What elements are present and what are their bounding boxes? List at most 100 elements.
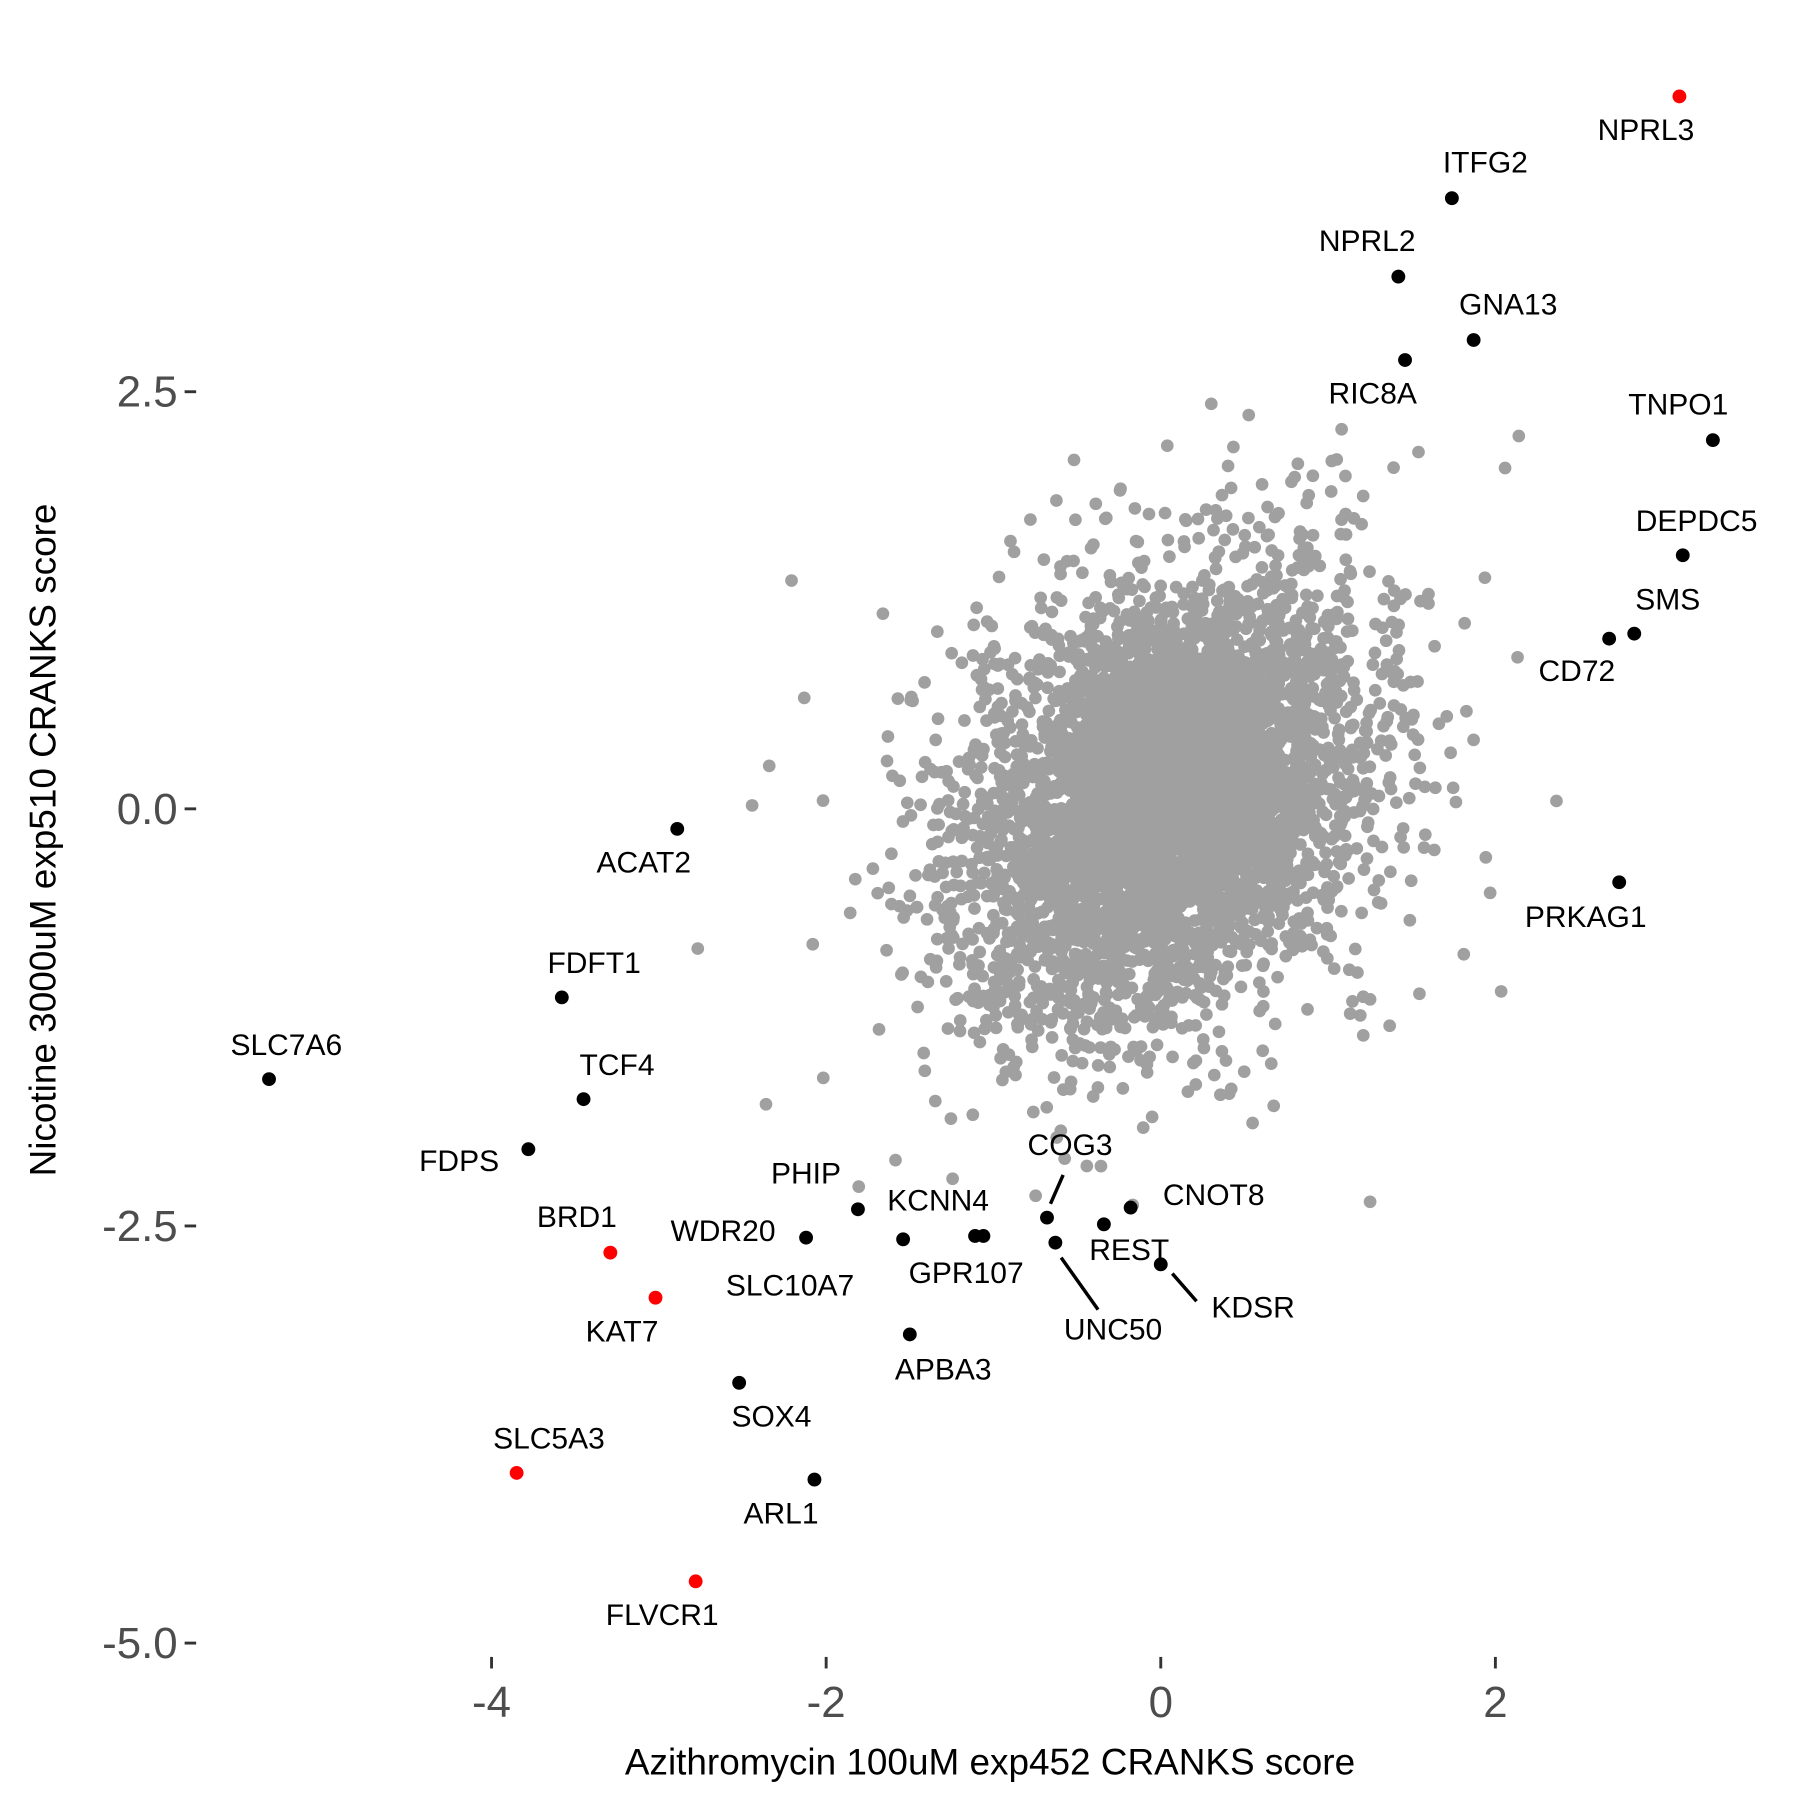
background-gene-point	[1418, 828, 1432, 842]
background-gene-point	[956, 797, 970, 811]
background-gene-point	[1168, 989, 1182, 1003]
background-gene-point	[1102, 694, 1116, 708]
background-gene-point	[1313, 559, 1327, 573]
background-gene-point	[991, 682, 1005, 695]
background-gene-point	[1177, 844, 1190, 858]
background-gene-point	[1217, 891, 1231, 905]
background-gene-point	[1178, 512, 1192, 526]
background-gene-point	[1215, 488, 1229, 502]
background-gene-point	[1160, 439, 1174, 453]
background-gene-point	[691, 942, 705, 955]
background-gene-point	[1218, 533, 1232, 547]
background-gene-point	[816, 794, 830, 807]
background-gene-point	[1013, 937, 1026, 951]
background-gene-point	[1195, 574, 1209, 587]
background-gene-point	[1025, 1033, 1038, 1047]
background-gene-point	[1158, 506, 1172, 520]
background-gene-point	[1035, 789, 1048, 803]
background-gene-point	[1043, 728, 1057, 742]
background-gene-point	[1338, 848, 1352, 862]
background-gene-point	[1224, 745, 1238, 758]
background-gene-point	[1209, 718, 1222, 732]
background-gene-point	[881, 730, 895, 743]
background-gene-point	[997, 882, 1011, 896]
background-gene-point	[1139, 692, 1152, 705]
background-gene-point	[998, 868, 1011, 882]
background-gene-point	[1360, 776, 1374, 790]
background-gene-point	[1105, 937, 1119, 951]
background-gene-point	[1217, 989, 1231, 1003]
background-gene-point	[1260, 529, 1274, 543]
background-gene-point	[1317, 726, 1330, 739]
background-gene-point	[997, 896, 1010, 910]
background-gene-point	[1228, 809, 1242, 823]
background-gene-point	[1007, 767, 1020, 781]
background-gene-point	[1071, 697, 1085, 711]
background-gene-point	[1106, 897, 1119, 910]
background-gene-point	[1404, 675, 1417, 689]
background-gene-point	[1112, 632, 1125, 646]
background-gene-point	[1411, 733, 1425, 746]
background-gene-point	[1128, 502, 1142, 515]
background-gene-point	[1285, 475, 1298, 489]
background-gene-point	[1100, 988, 1114, 1001]
background-gene-point	[1133, 594, 1146, 608]
background-gene-point	[1227, 731, 1240, 745]
background-gene-point	[1145, 1110, 1159, 1124]
background-gene-point	[1404, 874, 1418, 888]
background-gene-point	[1308, 858, 1322, 872]
background-gene-point	[1026, 1105, 1040, 1119]
background-gene-point	[1055, 1049, 1069, 1062]
background-gene-point	[880, 943, 893, 957]
background-gene-point	[1298, 632, 1312, 645]
background-gene-point	[993, 966, 1007, 980]
background-gene-point	[1408, 748, 1422, 762]
background-gene-point	[1301, 847, 1315, 861]
background-gene-point	[1038, 818, 1052, 832]
background-gene-point	[1185, 643, 1199, 656]
background-gene-point	[1283, 936, 1296, 949]
background-gene-point	[1236, 546, 1250, 560]
background-gene-point	[1051, 989, 1065, 1002]
background-gene-point	[1116, 918, 1130, 932]
background-gene-point	[1285, 563, 1299, 577]
background-gene-point	[1148, 948, 1162, 961]
background-gene-point	[915, 770, 929, 784]
background-gene-point	[1371, 742, 1384, 756]
background-gene-point	[891, 692, 905, 705]
background-gene-point	[936, 866, 949, 880]
background-gene-point	[1026, 862, 1039, 876]
background-gene-point	[1364, 703, 1377, 717]
background-gene-point	[1158, 605, 1172, 619]
background-gene-point	[949, 807, 963, 821]
background-gene-point	[1045, 1031, 1059, 1044]
background-gene-point	[1217, 583, 1231, 597]
background-gene-point	[980, 796, 994, 810]
background-gene-point	[1280, 824, 1294, 838]
background-gene-point	[1322, 698, 1335, 712]
background-gene-point	[969, 738, 982, 751]
background-gene-point	[1071, 968, 1085, 982]
background-gene-point	[1144, 601, 1158, 614]
background-gene-point	[988, 761, 1001, 775]
background-gene-point	[1329, 819, 1342, 832]
background-gene-point	[1050, 1131, 1064, 1144]
background-gene-point	[1109, 734, 1123, 748]
background-gene-point	[1392, 644, 1406, 657]
background-gene-point	[903, 889, 917, 903]
background-gene-point	[1291, 457, 1305, 471]
background-gene-point	[1030, 979, 1044, 993]
background-gene-point	[1204, 965, 1218, 979]
background-gene-point	[983, 998, 996, 1012]
background-gene-point	[1244, 616, 1257, 629]
background-gene-point	[1248, 540, 1262, 554]
background-gene-point	[920, 912, 934, 926]
background-gene-point	[1056, 1083, 1070, 1096]
background-gene-point	[1094, 1041, 1107, 1054]
background-gene-point	[1119, 904, 1133, 918]
background-gene-point	[1335, 422, 1348, 436]
background-gene-point	[1311, 589, 1324, 603]
background-gene-point	[1155, 928, 1168, 942]
background-gene-point	[1257, 957, 1270, 971]
background-gene-point	[1322, 893, 1336, 907]
